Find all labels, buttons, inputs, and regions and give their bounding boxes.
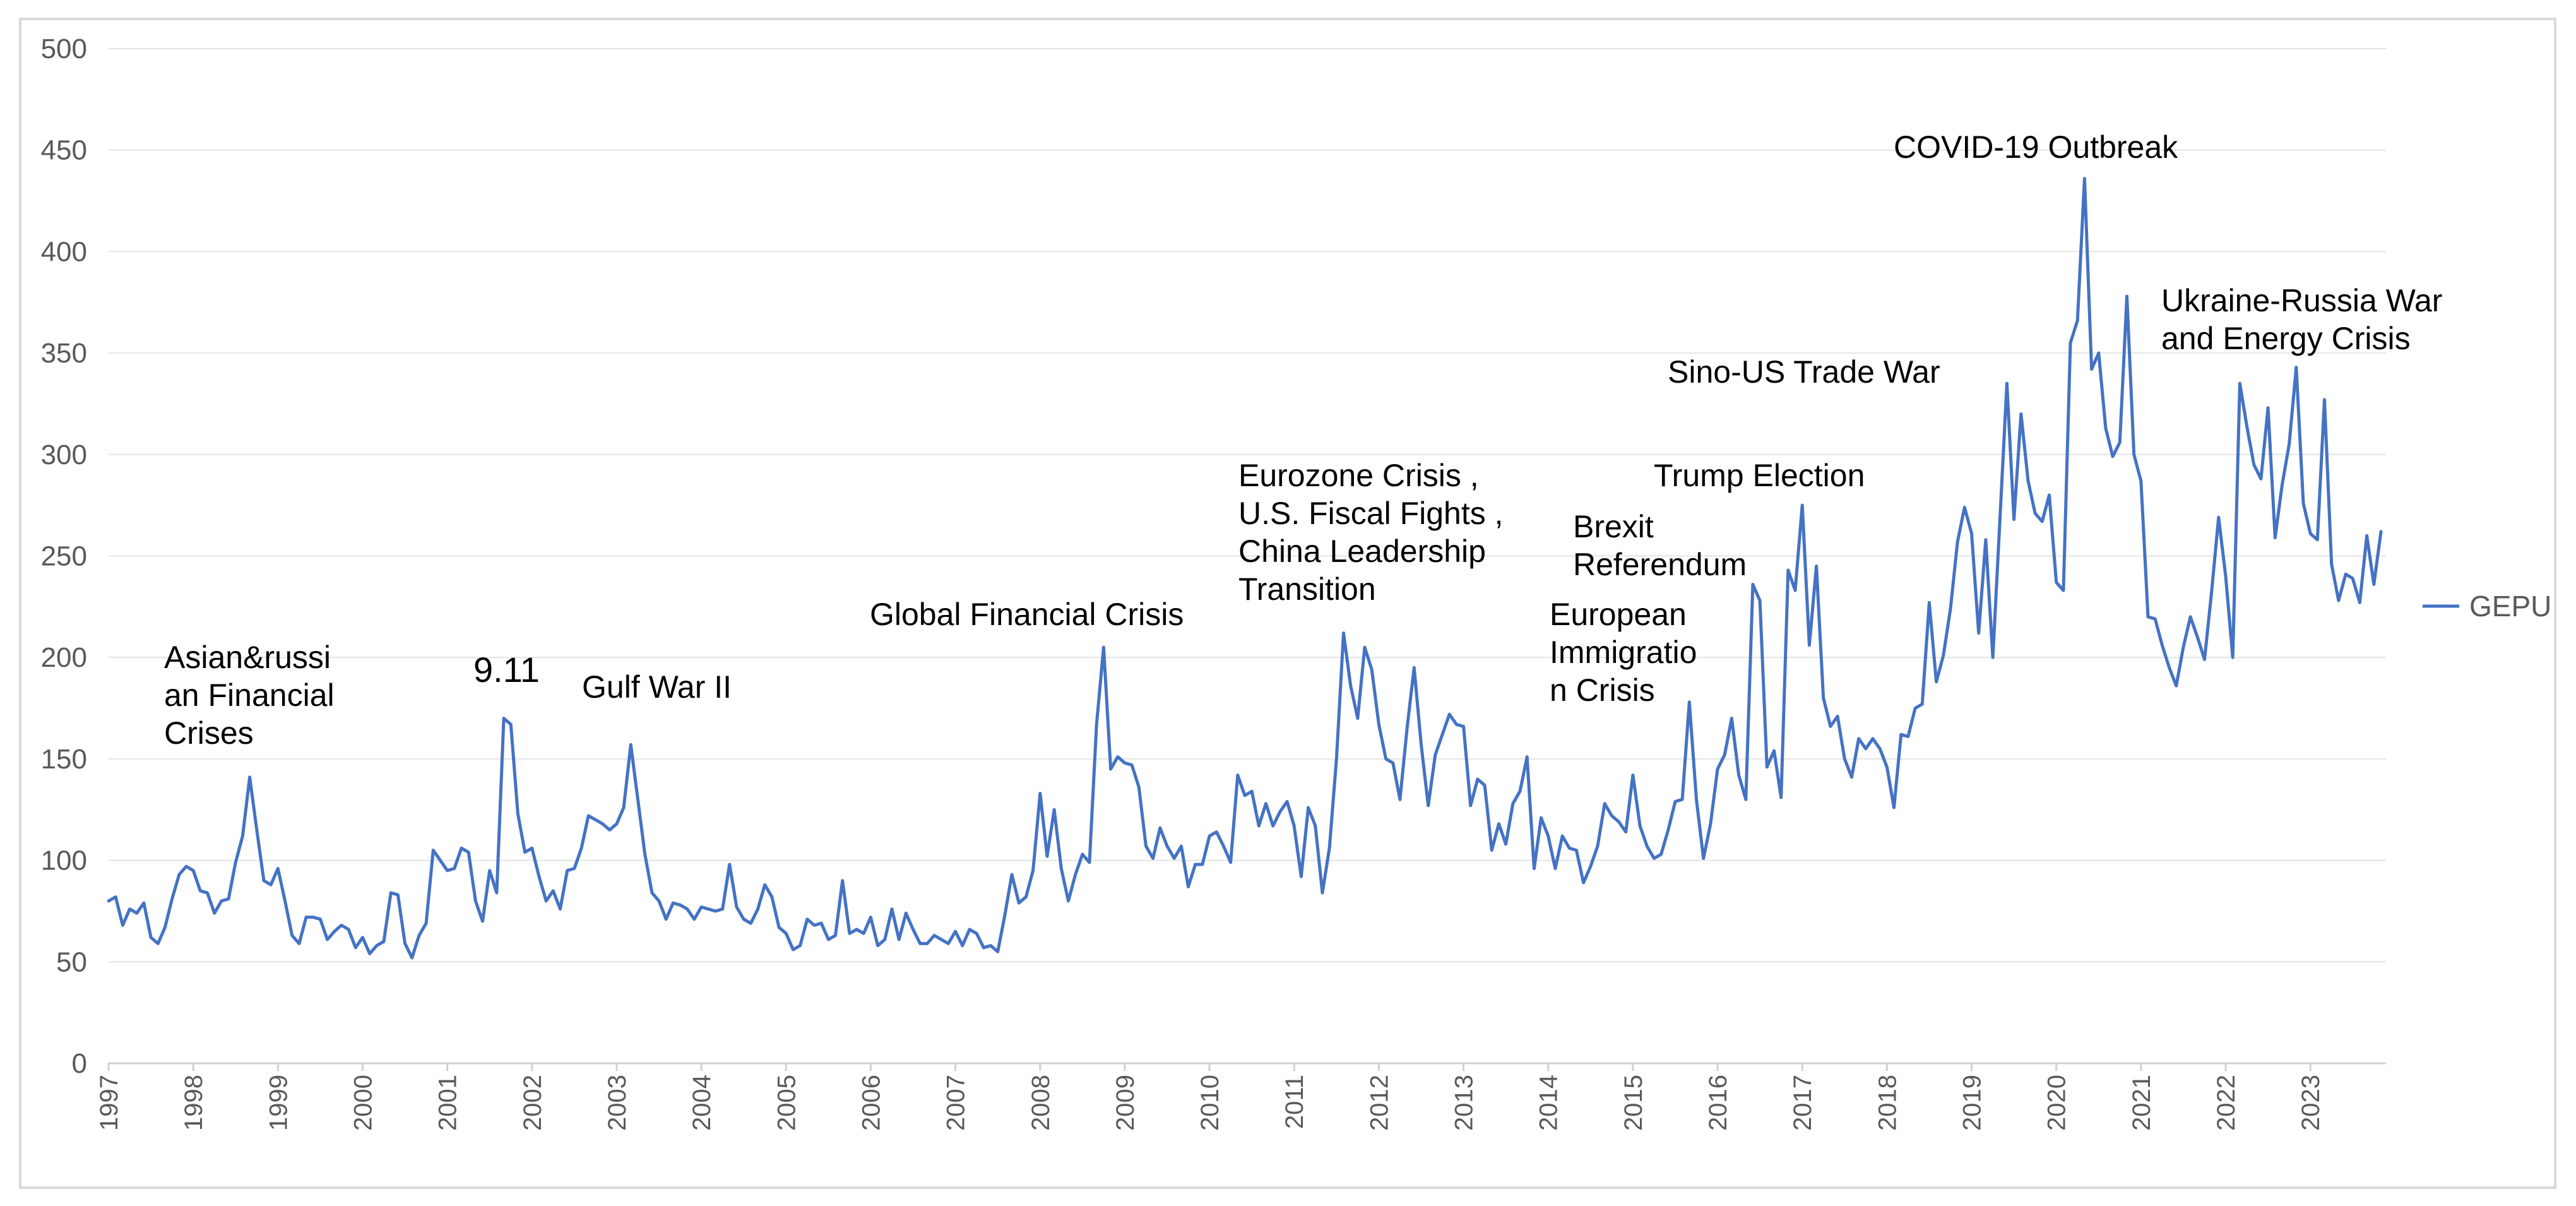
x-tick-label: 2022: [2212, 1075, 2240, 1131]
y-tick-label: 0: [72, 1048, 87, 1079]
annotation-line: Asian&russi: [164, 640, 331, 675]
annotation-line: Gulf War II: [582, 669, 732, 705]
annotation-line: Trump Election: [1654, 458, 1865, 493]
y-tick-label: 450: [41, 135, 87, 166]
x-tick-label: 2000: [349, 1075, 377, 1131]
x-tick-label: 2006: [857, 1075, 885, 1131]
y-tick-label: 250: [41, 541, 87, 572]
x-tick-label: 2012: [1365, 1075, 1393, 1131]
annotation-line: Global Financial Crisis: [870, 597, 1184, 632]
series-line-gepu: [107, 177, 2383, 960]
x-tick-label: 2019: [1959, 1075, 1986, 1131]
annotation-line: Brexit: [1573, 509, 1654, 544]
annotation-gfc: Global Financial Crisis: [870, 597, 1184, 632]
annotation-line: European: [1550, 597, 1687, 632]
annotation-line: 9.11: [473, 650, 540, 690]
annotation-line: Eurozone Crisis ,: [1238, 458, 1479, 493]
y-tick-label: 400: [41, 236, 87, 267]
x-tick-label: 2008: [1027, 1075, 1055, 1131]
y-tick-label: 300: [41, 439, 87, 470]
annotation-line: an Financial: [164, 678, 335, 713]
x-tick-label: 2018: [1873, 1075, 1901, 1131]
legend-label-gepu: GEPU: [2469, 590, 2551, 623]
x-tick-label: 2004: [688, 1075, 716, 1131]
annotation-line: Immigratio: [1550, 635, 1697, 670]
x-tick-label: 1999: [264, 1075, 292, 1131]
annotation-line: Referendum: [1573, 547, 1747, 582]
legend: GEPU: [2423, 590, 2551, 623]
y-tick-label: 50: [56, 946, 87, 977]
x-tick-label: 2011: [1281, 1075, 1309, 1129]
x-tick-label: 2009: [1112, 1075, 1139, 1131]
x-tick-label: 2023: [2297, 1075, 2325, 1131]
x-tick-label: 2010: [1196, 1075, 1224, 1131]
annotation-line: Crises: [164, 715, 254, 751]
annotation-line: COVID-19 Outbreak: [1894, 129, 2178, 165]
annotation-line: U.S. Fiscal Fights ,: [1238, 496, 1504, 531]
gridlines: [109, 48, 2386, 1065]
x-tick-label: 2014: [1535, 1075, 1563, 1131]
y-tick-label: 150: [41, 744, 87, 775]
annotation-gulf-war: Gulf War II: [582, 669, 732, 705]
annotation-line: China Leadership: [1238, 534, 1486, 569]
annotation-trump: Trump Election: [1654, 458, 1865, 493]
annotation-line: Transition: [1238, 571, 1376, 607]
x-tick-label: 2015: [1620, 1075, 1647, 1131]
annotation-nine-eleven: 9.11: [473, 650, 540, 690]
annotation-eurozone: Eurozone Crisis ,U.S. Fiscal Fights ,Chi…: [1238, 458, 1504, 607]
annotation-sino-us: Sino-US Trade War: [1668, 354, 1940, 390]
y-tick-label: 500: [41, 33, 87, 64]
x-tick-label: 2001: [434, 1075, 462, 1131]
x-tick-label: 2016: [1704, 1075, 1732, 1131]
x-tick-label: 1997: [95, 1075, 123, 1131]
annotation-line: Ukraine-Russia War: [2161, 283, 2442, 318]
y-tick-label: 200: [41, 642, 87, 673]
x-axis-ticks: 1997 1998 1999 2000 2001 2002 2003 2004 2005 2006…: [95, 1063, 2325, 1131]
x-tick-label: 2007: [942, 1075, 970, 1131]
x-tick-label: 2002: [519, 1075, 547, 1131]
x-tick-label: 2013: [1451, 1075, 1478, 1131]
annotation-covid: COVID-19 Outbreak: [1894, 129, 2178, 165]
x-tick-label: 2003: [603, 1075, 631, 1131]
x-tick-label: 2020: [2043, 1075, 2071, 1131]
annotation-line: and Energy Crisis: [2161, 321, 2411, 356]
x-tick-label: 2017: [1789, 1075, 1817, 1131]
y-tick-label: 350: [41, 338, 87, 369]
x-tick-label: 2021: [2128, 1075, 2156, 1131]
chart-frame: [19, 18, 2556, 1189]
annotation-line: n Crisis: [1550, 672, 1655, 708]
x-tick-label: 2005: [773, 1075, 800, 1131]
y-tick-label: 100: [41, 845, 87, 876]
x-tick-label: 1998: [180, 1075, 208, 1131]
series-layer: [107, 177, 2383, 960]
annotation-line: Sino-US Trade War: [1668, 354, 1940, 390]
y-axis-ticks: 0 50 100 150 200 250 300 350 400 450 500: [41, 33, 87, 1079]
